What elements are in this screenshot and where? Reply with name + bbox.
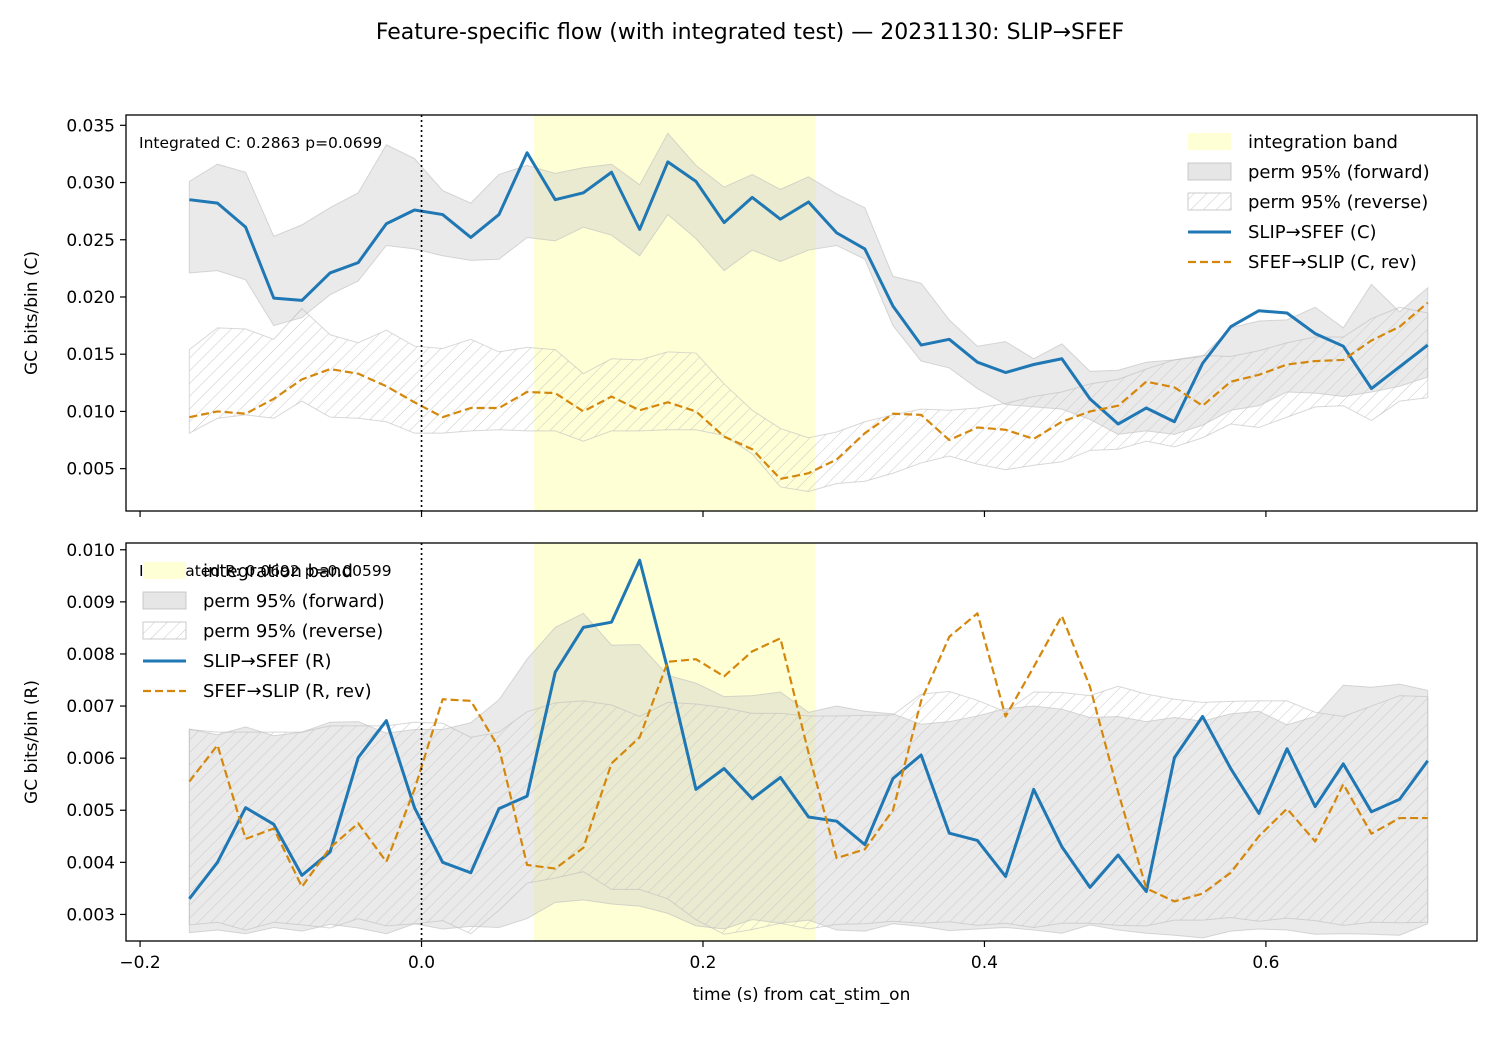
bottom-panel: 0.003 0.004 0.005 0.006 0.007 0.008 0.009 0.010… — [22, 541, 1478, 1005]
x-tick-label: −0.2 — [119, 953, 160, 973]
legend-label: SLIP→SFEF (C) — [1248, 222, 1377, 243]
y-tick-label: 0.015 — [66, 345, 115, 365]
series-line-forward — [189, 151, 1429, 426]
figure-title: Feature-specific flow (with integrated t… — [376, 20, 1124, 45]
y-tick-label: 0.003 — [66, 905, 115, 925]
y-tick-label: 0.025 — [66, 231, 115, 251]
top-panel: 0.005 0.010 0.015 0.020 0.025 0.030 0.035 GC bi… — [22, 114, 1478, 517]
legend: integration band perm 95% (forward) perm 9… — [1187, 132, 1430, 273]
y-tick-label: 0.009 — [66, 593, 115, 613]
x-tick-label: 0.6 — [1252, 953, 1279, 973]
y-tick-label: 0.008 — [66, 645, 115, 665]
integrated-stat-annotation: Integrated R: 0.0692 p=0.00599 — [139, 562, 392, 580]
legend-label: perm 95% (reverse) — [203, 621, 383, 642]
y-tick-label: 0.020 — [66, 288, 115, 308]
legend-label: SLIP→SFEF (R) — [203, 651, 331, 672]
x-axis-label: time (s) from cat_stim_on — [693, 985, 911, 1005]
series-line-reverse — [189, 301, 1429, 481]
legend-label: perm 95% (forward) — [203, 591, 385, 612]
x-tick-label: 0.4 — [971, 953, 998, 973]
legend-label: perm 95% (reverse) — [1248, 192, 1428, 213]
perm-reverse-band — [188, 306, 1429, 493]
y-tick-label: 0.004 — [66, 853, 115, 873]
plot-content — [188, 115, 1429, 511]
x-tick-label: 0.0 — [408, 953, 435, 973]
y-tick-label: 0.035 — [66, 116, 115, 136]
legend-swatch-forward-perm — [142, 591, 187, 610]
legend-label: SFEF→SLIP (C, rev) — [1248, 252, 1417, 273]
series-line-reverse — [188, 612, 1428, 903]
y-tick-label: 0.006 — [66, 749, 115, 769]
y-axis-label: GC bits/bin (R) — [22, 680, 42, 804]
legend-swatch-reverse-perm — [1187, 192, 1232, 211]
legend-label: SFEF→SLIP (R, rev) — [203, 681, 372, 702]
plot-content — [188, 543, 1429, 941]
axes-frame — [125, 114, 1478, 512]
axes-frame — [125, 542, 1478, 942]
legend-label: integration band — [1248, 132, 1398, 153]
legend-label: perm 95% (forward) — [1248, 162, 1430, 183]
y-tick-label: 0.005 — [66, 460, 115, 480]
integrated-stat-annotation: Integrated C: 0.2863 p=0.0699 — [139, 134, 382, 152]
legend-label: integration band — [203, 561, 353, 582]
legend-swatch-band — [143, 562, 186, 579]
y-tick-label: 0.010 — [66, 402, 115, 422]
legend-swatch-forward-perm — [1187, 162, 1232, 181]
y-tick-label: 0.005 — [66, 801, 115, 821]
y-tick-label: 0.010 — [66, 541, 115, 561]
y-tick-label: 0.007 — [66, 697, 115, 717]
series-line-forward — [188, 558, 1429, 900]
y-axis-label: GC bits/bin (C) — [22, 251, 42, 375]
legend-swatch-reverse-perm — [142, 621, 187, 640]
legend: integration band perm 95% (forward) perm 9… — [142, 561, 385, 702]
legend-swatch-band — [1188, 133, 1231, 150]
x-tick-label: 0.2 — [689, 953, 716, 973]
y-tick-label: 0.030 — [66, 174, 115, 194]
